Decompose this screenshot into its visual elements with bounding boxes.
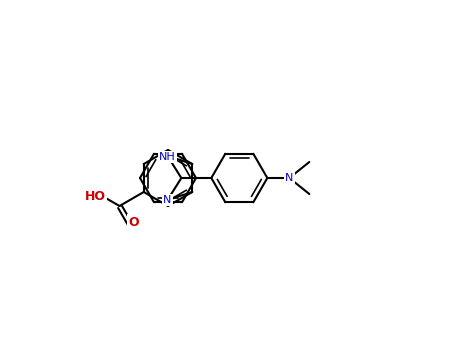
Text: NH: NH	[159, 152, 176, 162]
Text: HO: HO	[85, 190, 106, 203]
Text: N: N	[163, 195, 172, 205]
Text: N: N	[285, 173, 293, 183]
Text: O: O	[128, 216, 139, 229]
